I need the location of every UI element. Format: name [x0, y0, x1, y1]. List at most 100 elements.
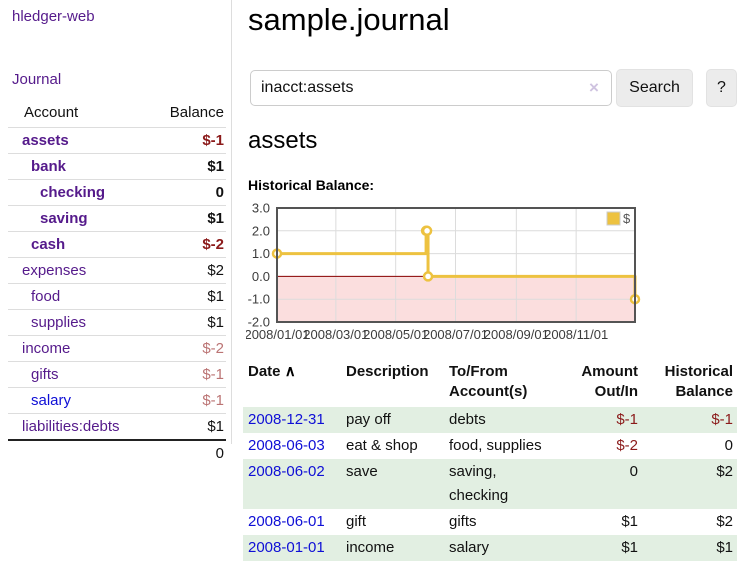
transaction-amount: $1 — [565, 509, 642, 535]
account-link-income[interactable]: income — [22, 340, 70, 357]
account-row: assets $-1 — [8, 128, 226, 154]
register-row[interactable]: 2008-06-03 eat & shop food, supplies $-2… — [243, 433, 737, 459]
sidebar: hledger-web Journal Account Balance asse… — [0, 0, 232, 444]
accounts-total-value: 0 — [146, 440, 226, 466]
account-balance: $-1 — [146, 362, 226, 388]
transaction-amount: $-1 — [565, 407, 642, 433]
transaction-date-link[interactable]: 2008-06-02 — [248, 463, 325, 480]
chart-title-label: Historical Balance: — [248, 177, 374, 193]
transaction-accounts: gifts — [444, 509, 565, 535]
column-header-description: Description — [341, 362, 444, 407]
account-row: liabilities:debts $1 — [8, 414, 226, 441]
account-row: supplies $1 — [8, 310, 226, 336]
account-link-expenses[interactable]: expenses — [22, 262, 86, 279]
page-title: sample.journal — [248, 2, 450, 38]
svg-text:0.0: 0.0 — [252, 269, 270, 284]
register-header-row: Date ∧ Description To/From Account(s) Am… — [243, 362, 737, 407]
column-header-date[interactable]: Date ∧ — [243, 362, 341, 407]
account-balance: $-2 — [146, 336, 226, 362]
help-button[interactable]: ? — [706, 69, 737, 107]
svg-text:2008/07/01: 2008/07/01 — [423, 327, 488, 342]
svg-text:-1.0: -1.0 — [248, 292, 270, 307]
account-link-checking[interactable]: checking — [40, 184, 105, 201]
account-row: food $1 — [8, 284, 226, 310]
transaction-description: eat & shop — [341, 433, 444, 459]
account-balance: $1 — [146, 310, 226, 336]
transaction-description: save — [341, 459, 444, 509]
account-balance: $1 — [146, 414, 226, 441]
accounts-header-row: Account Balance — [8, 102, 226, 128]
account-row: gifts $-1 — [8, 362, 226, 388]
account-balance: $-1 — [146, 128, 226, 154]
account-balance: $2 — [146, 258, 226, 284]
search-input[interactable] — [250, 70, 612, 106]
date-header-label: Date — [248, 363, 281, 380]
transaction-date-link[interactable]: 2008-06-01 — [248, 513, 325, 530]
svg-text:2.0: 2.0 — [252, 223, 270, 238]
svg-text:1.0: 1.0 — [252, 246, 270, 261]
account-link-bank[interactable]: bank — [31, 158, 66, 175]
transaction-description: gift — [341, 509, 444, 535]
register-row[interactable]: 2008-06-01 gift gifts $1 $2 — [243, 509, 737, 535]
register-row[interactable]: 2008-01-01 income salary $1 $1 — [243, 535, 737, 561]
transaction-accounts: saving,checking — [444, 459, 565, 509]
account-link-supplies[interactable]: supplies — [31, 314, 86, 331]
transaction-amount: $-2 — [565, 433, 642, 459]
historical-balance-chart: 3.02.01.00.0-1.0-2.02008/01/012008/03/01… — [246, 202, 738, 347]
accounts-total-row: 0 — [8, 440, 226, 466]
account-link-food[interactable]: food — [31, 288, 60, 305]
account-balance: $1 — [146, 284, 226, 310]
sort-ascending-icon[interactable]: ∧ — [285, 363, 296, 380]
transaction-balance: $2 — [642, 459, 737, 509]
account-row: income $-2 — [8, 336, 226, 362]
transaction-date-link[interactable]: 2008-06-03 — [248, 437, 325, 454]
svg-text:2008/09/01: 2008/09/01 — [484, 327, 549, 342]
column-header-amount: Amount Out/In — [565, 362, 642, 407]
transaction-accounts: food, supplies — [444, 433, 565, 459]
svg-text:2008/01/01: 2008/01/01 — [246, 327, 310, 342]
accounts-header-account: Account — [8, 102, 146, 128]
svg-text:$: $ — [623, 211, 631, 226]
account-balance: $1 — [146, 154, 226, 180]
account-link-saving[interactable]: saving — [40, 210, 88, 227]
account-row: checking 0 — [8, 180, 226, 206]
column-header-balance: Historical Balance — [642, 362, 737, 407]
account-balance: $-2 — [146, 232, 226, 258]
transaction-date-link[interactable]: 2008-12-31 — [248, 411, 325, 428]
balance-chart-svg: 3.02.01.00.0-1.0-2.02008/01/012008/03/01… — [246, 202, 738, 347]
account-balance: $-1 — [146, 388, 226, 414]
account-row: cash $-2 — [8, 232, 226, 258]
transaction-amount: $1 — [565, 535, 642, 561]
account-link-salary[interactable]: salary — [31, 392, 71, 409]
account-row: saving $1 — [8, 206, 226, 232]
transaction-balance: $-1 — [642, 407, 737, 433]
account-link-liabilities-debts[interactable]: liabilities:debts — [22, 418, 120, 435]
register-row[interactable]: 2008-06-02 save saving,checking 0 $2 — [243, 459, 737, 509]
account-link-gifts[interactable]: gifts — [31, 366, 59, 383]
account-balance: $1 — [146, 206, 226, 232]
register-table: Date ∧ Description To/From Account(s) Am… — [243, 362, 737, 561]
account-row: expenses $2 — [8, 258, 226, 284]
search-button[interactable]: Search — [616, 69, 693, 107]
transaction-description: pay off — [341, 407, 444, 433]
nav-journal-link[interactable]: Journal — [12, 71, 61, 88]
transaction-date-link[interactable]: 2008-01-01 — [248, 539, 325, 556]
transaction-description: income — [341, 535, 444, 561]
transaction-balance: $2 — [642, 509, 737, 535]
transaction-accounts: debts — [444, 407, 565, 433]
accounts-table: Account Balance assets $-1 bank $1 check… — [8, 102, 226, 466]
transaction-accounts: salary — [444, 535, 565, 561]
account-link-assets[interactable]: assets — [22, 132, 69, 149]
transaction-amount: 0 — [565, 459, 642, 509]
column-header-accounts: To/From Account(s) — [444, 362, 565, 407]
clear-search-icon[interactable]: × — [589, 78, 599, 98]
account-link-cash[interactable]: cash — [31, 236, 65, 253]
brand-link[interactable]: hledger-web — [12, 8, 95, 25]
register-account-heading: assets — [248, 127, 317, 155]
svg-text:2008/03/01: 2008/03/01 — [303, 327, 368, 342]
svg-text:2008/11/01: 2008/11/01 — [544, 327, 608, 342]
register-row[interactable]: 2008-12-31 pay off debts $-1 $-1 — [243, 407, 737, 433]
account-balance: 0 — [146, 180, 226, 206]
account-row: salary $-1 — [8, 388, 226, 414]
accounts-header-balance: Balance — [146, 102, 226, 128]
